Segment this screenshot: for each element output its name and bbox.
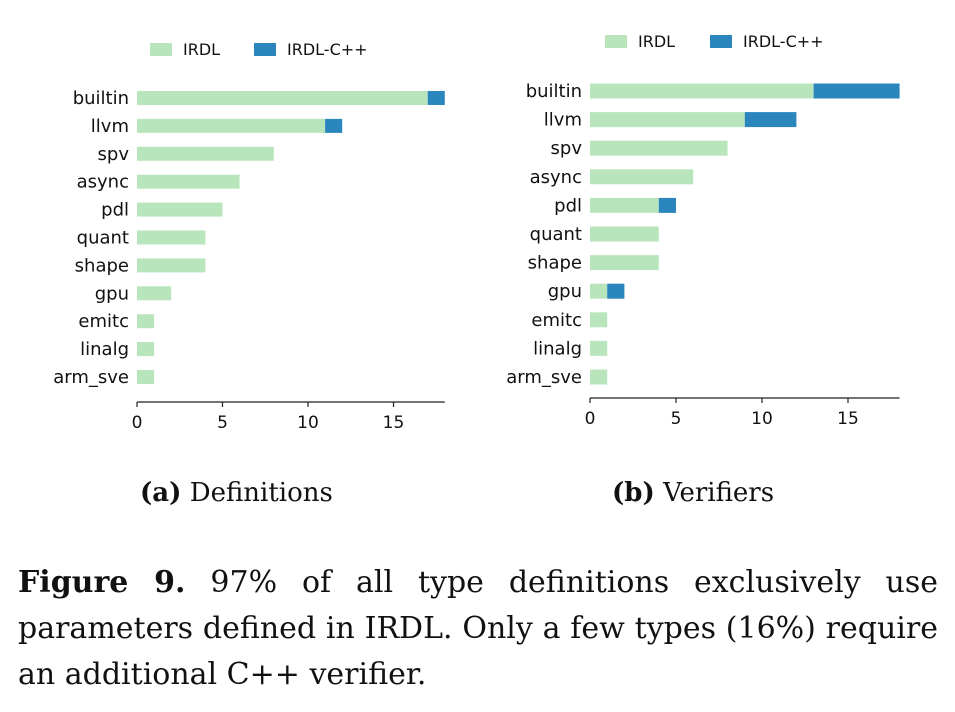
chartb-bar-spv-irdl xyxy=(590,140,728,156)
charta-legend-label-1: IRDL-C++ xyxy=(287,40,368,59)
charta-bar-builtin-irdlc xyxy=(427,91,445,105)
charta-bar-arm_sve-irdl xyxy=(137,370,155,384)
chartb-bar-pdl-irdl xyxy=(590,197,659,213)
chartb-x-tick-label-5: 5 xyxy=(671,409,682,429)
figure-caption-text: 97% of all type definitions exclusively … xyxy=(18,565,938,692)
charta-bar-shape-irdl xyxy=(137,258,206,273)
chartb-legend-label-0: IRDL xyxy=(638,32,675,51)
chartb-bar-builtin-irdl xyxy=(590,83,814,99)
chartb-bar-emitc-irdl xyxy=(590,312,608,328)
charta-category-label-builtin: builtin xyxy=(73,88,129,109)
charta-x-tick-label-0: 0 xyxy=(132,413,143,433)
chartb-bar-async-irdl xyxy=(590,169,694,185)
charta-bar-quant-irdl xyxy=(137,230,206,245)
figure-caption: Figure 9. 97% of all type definitions ex… xyxy=(18,560,938,698)
subcaption-b-label: (b) xyxy=(612,478,655,508)
charta-category-label-pdl: pdl xyxy=(101,200,129,221)
charta-bar-linalg-irdl xyxy=(137,342,155,357)
chartb-category-label-spv: spv xyxy=(551,138,583,159)
chartb-x-tick-label-0: 0 xyxy=(585,409,596,429)
chartb-bar-builtin-irdlc xyxy=(813,83,900,99)
chartb-x-tick-label-15: 15 xyxy=(837,409,859,429)
chartb-category-label-linalg: linalg xyxy=(533,338,582,359)
charta-category-label-llvm: llvm xyxy=(91,116,129,137)
charta-bar-builtin-irdl xyxy=(137,91,428,105)
chartb-legend-swatch-0 xyxy=(605,35,627,48)
charta-category-label-arm_sve: arm_sve xyxy=(53,367,129,388)
charta-category-label-gpu: gpu xyxy=(95,283,129,304)
charta-bar-pdl-irdl xyxy=(137,202,223,217)
chartb-bar-pdl-irdlc xyxy=(658,197,676,213)
chartb-category-label-pdl: pdl xyxy=(554,195,582,216)
subcaption-a: (a) Definitions xyxy=(140,478,333,508)
chartb-bar-shape-irdl xyxy=(590,255,659,271)
charta-category-label-shape: shape xyxy=(75,255,129,276)
chartb-category-label-quant: quant xyxy=(530,224,582,245)
charta-bar-emitc-irdl xyxy=(137,314,155,329)
figure-caption-label: Figure 9. xyxy=(18,565,186,600)
charta-x-tick-label-5: 5 xyxy=(217,413,228,433)
charta-category-label-emitc: emitc xyxy=(78,311,129,332)
subcaption-b: (b) Verifiers xyxy=(612,478,774,508)
charta-category-label-quant: quant xyxy=(77,228,129,249)
charta-bar-llvm-irdlc xyxy=(325,118,343,133)
chartb-legend-label-1: IRDL-C++ xyxy=(743,32,824,51)
chartb-category-label-builtin: builtin xyxy=(526,81,582,102)
subcaption-a-text: Definitions xyxy=(189,478,333,508)
charta-category-label-spv: spv xyxy=(98,144,130,165)
chartb-x-tick-label-10: 10 xyxy=(751,409,773,429)
chartb-category-label-llvm: llvm xyxy=(544,110,582,131)
chartb-bar-gpu-irdl xyxy=(590,283,608,299)
chartb-category-label-arm_sve: arm_sve xyxy=(506,367,582,388)
charta-bar-gpu-irdl xyxy=(137,286,172,301)
chartb-legend-swatch-1 xyxy=(710,35,732,48)
chartb-category-label-async: async xyxy=(530,167,582,188)
chartb-bar-linalg-irdl xyxy=(590,340,608,356)
chartb-bar-llvm-irdlc xyxy=(744,112,797,128)
charta-category-label-linalg: linalg xyxy=(80,339,129,360)
charta-legend-swatch-1 xyxy=(254,43,276,56)
charta-bar-async-irdl xyxy=(137,174,240,189)
subcaption-b-text: Verifiers xyxy=(663,478,775,508)
charta-x-tick-label-10: 10 xyxy=(297,413,319,433)
chartb-category-label-emitc: emitc xyxy=(531,310,582,331)
charta-category-label-async: async xyxy=(77,172,129,193)
chart-verifiers: builtin llvm spv async pdl quant shape gpu emitc… xyxy=(506,32,900,429)
charta-bar-llvm-irdl xyxy=(137,118,326,133)
charta-legend-swatch-0 xyxy=(150,43,172,56)
chart-definitions: builtin llvm spv async pdl quant shape gpu emitc… xyxy=(53,40,445,433)
chartb-category-label-shape: shape xyxy=(528,253,582,274)
charta-bar-spv-irdl xyxy=(137,146,274,161)
charta-x-tick-label-15: 15 xyxy=(383,413,405,433)
chartb-bar-quant-irdl xyxy=(590,226,659,242)
charta-legend-label-0: IRDL xyxy=(183,40,220,59)
subcaption-a-label: (a) xyxy=(140,478,182,508)
chartb-bar-arm_sve-irdl xyxy=(590,369,608,385)
chartb-bar-gpu-irdlc xyxy=(607,283,625,299)
chartb-category-label-gpu: gpu xyxy=(548,281,582,302)
chartb-bar-llvm-irdl xyxy=(590,112,745,128)
